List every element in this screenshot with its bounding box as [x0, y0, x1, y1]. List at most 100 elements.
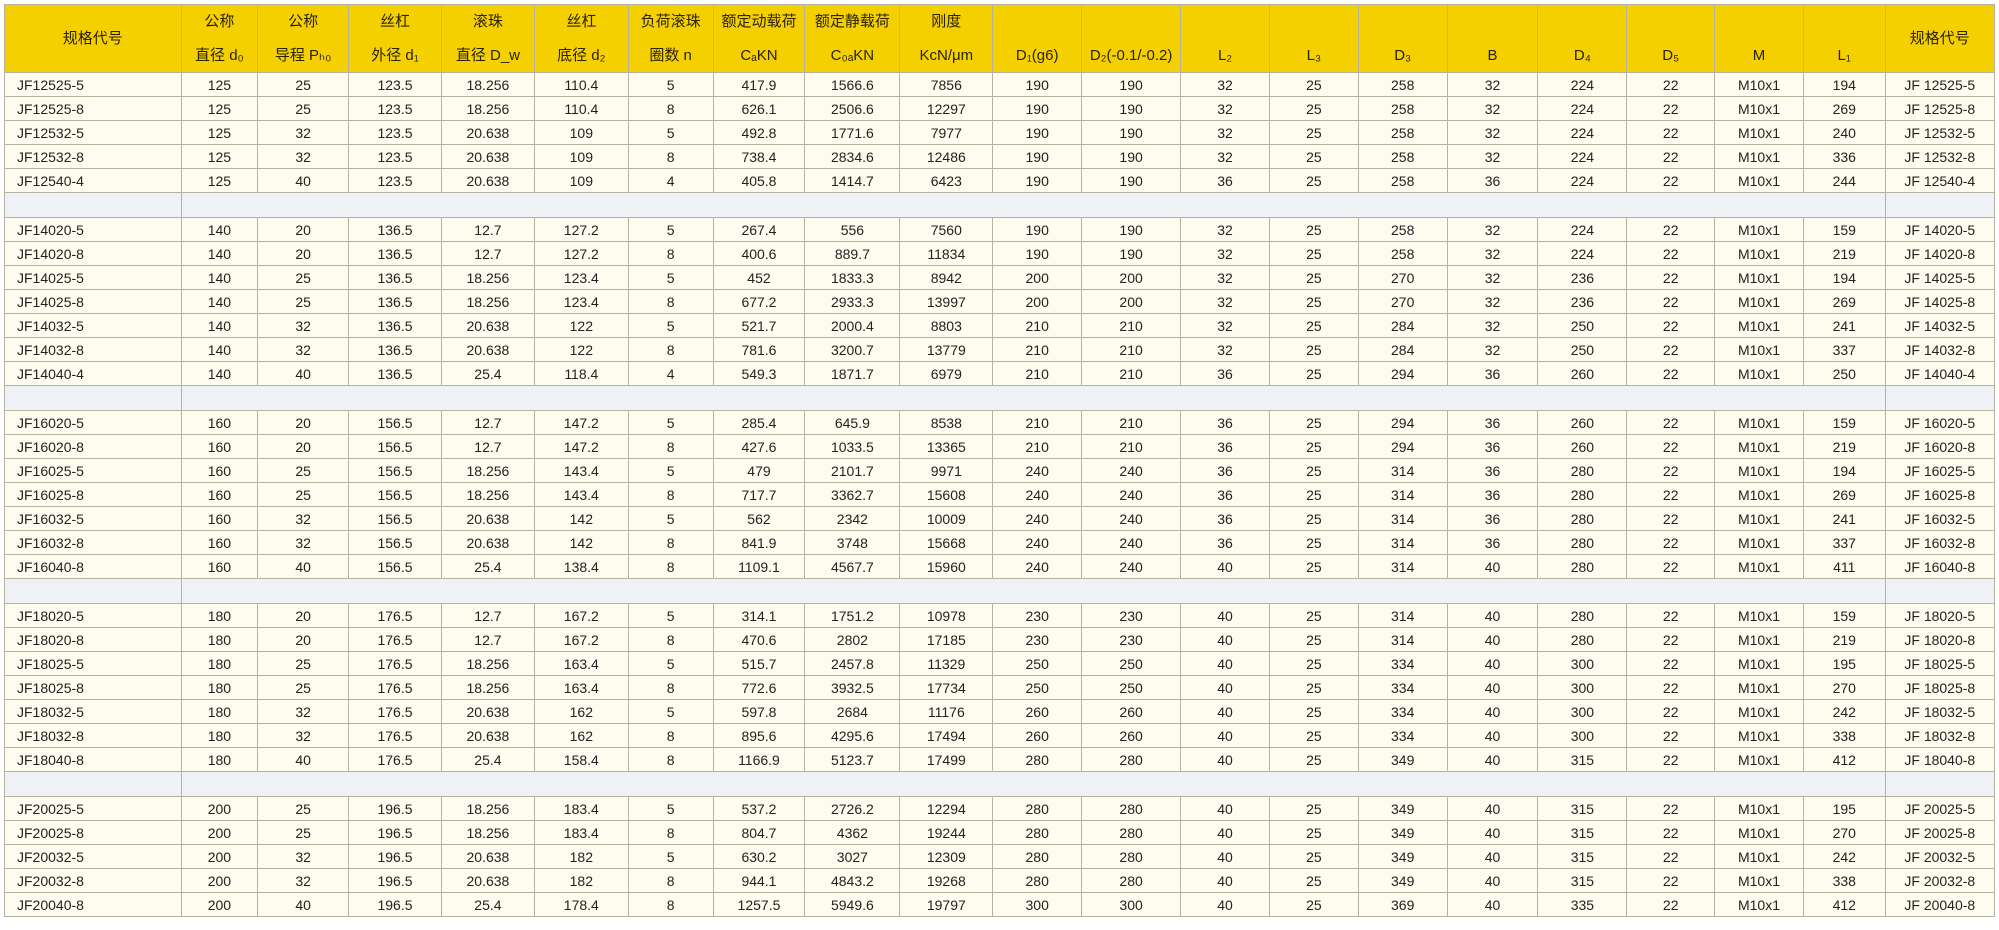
value-cell: 32 [1180, 144, 1270, 169]
value-cell: 280 [1081, 747, 1182, 772]
value-cell: 20.638 [440, 313, 535, 338]
value-cell: 12.7 [440, 434, 535, 459]
value-cell: 412 [1802, 892, 1886, 917]
value-cell: 12.7 [440, 241, 535, 266]
spec-code-cell: JF12525-5 [4, 72, 182, 97]
value-cell: 40 [1446, 844, 1539, 869]
value-cell: 1871.7 [804, 361, 901, 386]
spec-code-cell: JF16025-5 [4, 458, 182, 483]
value-cell: 182 [533, 844, 629, 869]
value-cell: 549.3 [712, 361, 806, 386]
value-cell: 5 [627, 651, 714, 676]
value-cell: 136.5 [348, 217, 442, 242]
value-cell: 25 [1268, 458, 1359, 483]
value-cell: 125 [180, 168, 259, 193]
value-cell: 25 [1268, 217, 1359, 242]
header-col-6-line2: 圈数 n [627, 38, 714, 73]
value-cell: 5 [627, 410, 714, 435]
value-cell: 147.2 [533, 434, 629, 459]
value-cell: 314 [1357, 482, 1448, 507]
value-cell: 224 [1537, 96, 1628, 121]
value-cell: 556 [804, 217, 901, 242]
value-cell: 8538 [899, 410, 994, 435]
value-cell: 200 [992, 265, 1083, 290]
value-cell: 300 [1537, 699, 1628, 724]
table-body: JF12525-5 125 25 123.5 18.256 110.4 5 417.9 1566… [4, 72, 1996, 917]
value-cell: 20 [257, 241, 350, 266]
value-cell: 40 [257, 747, 350, 772]
value-cell: 280 [1081, 868, 1182, 893]
value-cell: 3027 [804, 844, 901, 869]
value-cell: 5 [627, 72, 714, 97]
value-cell: 195 [1802, 651, 1886, 676]
group-separator [4, 385, 1996, 411]
spec-code-cell: JF20032-5 [4, 844, 182, 869]
value-cell: 19797 [899, 892, 994, 917]
spec-code-cell: JF 16040-8 [1884, 554, 1996, 579]
value-cell: 25 [1268, 627, 1359, 652]
value-cell: 280 [1537, 458, 1628, 483]
value-cell: 224 [1537, 217, 1628, 242]
value-cell: 210 [992, 434, 1083, 459]
spec-code-cell: JF 20032-8 [1884, 868, 1996, 893]
value-cell: 349 [1357, 820, 1448, 845]
spec-code-cell: JF20032-8 [4, 868, 182, 893]
value-cell: 32 [1180, 289, 1270, 314]
separator-cell [4, 192, 182, 218]
spec-code-cell: JF14032-8 [4, 337, 182, 362]
value-cell: 242 [1802, 844, 1886, 869]
header-col-17-line2: D₅ [1626, 38, 1716, 73]
value-cell: 40 [1446, 699, 1539, 724]
value-cell: 123.5 [348, 144, 442, 169]
value-cell: 32 [257, 530, 350, 555]
value-cell: 270 [1357, 289, 1448, 314]
value-cell: 260 [1537, 410, 1628, 435]
value-cell: 260 [1537, 434, 1628, 459]
value-cell: 158.4 [533, 747, 629, 772]
table-row: JF12525-5 125 25 123.5 18.256 110.4 5 417.9 1566… [4, 72, 1996, 97]
value-cell: 25 [257, 289, 350, 314]
value-cell: 4362 [804, 820, 901, 845]
value-cell: 32 [1446, 265, 1539, 290]
value-cell: 2933.3 [804, 289, 901, 314]
spec-code-cell: JF 18040-8 [1884, 747, 1996, 772]
value-cell: 40 [1180, 820, 1270, 845]
value-cell: 22 [1626, 699, 1716, 724]
value-cell: 210 [1081, 361, 1182, 386]
value-cell: 178.4 [533, 892, 629, 917]
value-cell: M10x1 [1714, 530, 1804, 555]
value-cell: 40 [1446, 651, 1539, 676]
value-cell: 22 [1626, 892, 1716, 917]
value-cell: 40 [1446, 892, 1539, 917]
value-cell: 156.5 [348, 554, 442, 579]
value-cell: 280 [992, 796, 1083, 821]
value-cell: 258 [1357, 72, 1448, 97]
value-cell: 20.638 [440, 723, 535, 748]
value-cell: 427.6 [712, 434, 806, 459]
value-cell: 12.7 [440, 603, 535, 628]
value-cell: 1833.3 [804, 265, 901, 290]
value-cell: 167.2 [533, 627, 629, 652]
value-cell: 334 [1357, 699, 1448, 724]
value-cell: 841.9 [712, 530, 806, 555]
value-cell: 32 [1446, 217, 1539, 242]
separator-cell [180, 385, 1886, 411]
spec-code-cell: JF16025-8 [4, 482, 182, 507]
table-row: JF20032-5 200 32 196.5 20.638 182 5 630.2 3027 12… [4, 844, 1996, 869]
value-cell: 1566.6 [804, 72, 901, 97]
spec-code-cell: JF14025-5 [4, 265, 182, 290]
value-cell: 176.5 [348, 675, 442, 700]
value-cell: M10x1 [1714, 72, 1804, 97]
value-cell: 20.638 [440, 168, 535, 193]
value-cell: 40 [257, 361, 350, 386]
value-cell: 8 [627, 820, 714, 845]
table-row: JF18032-8 180 32 176.5 20.638 162 8 895.6 4295.6… [4, 723, 1996, 748]
value-cell: 17499 [899, 747, 994, 772]
value-cell: 236 [1537, 265, 1628, 290]
value-cell: 7977 [899, 120, 994, 145]
separator-cell [180, 192, 1886, 218]
header-col-18-line2: M [1714, 38, 1804, 73]
value-cell: 230 [1081, 627, 1182, 652]
value-cell: 196.5 [348, 892, 442, 917]
value-cell: M10x1 [1714, 434, 1804, 459]
